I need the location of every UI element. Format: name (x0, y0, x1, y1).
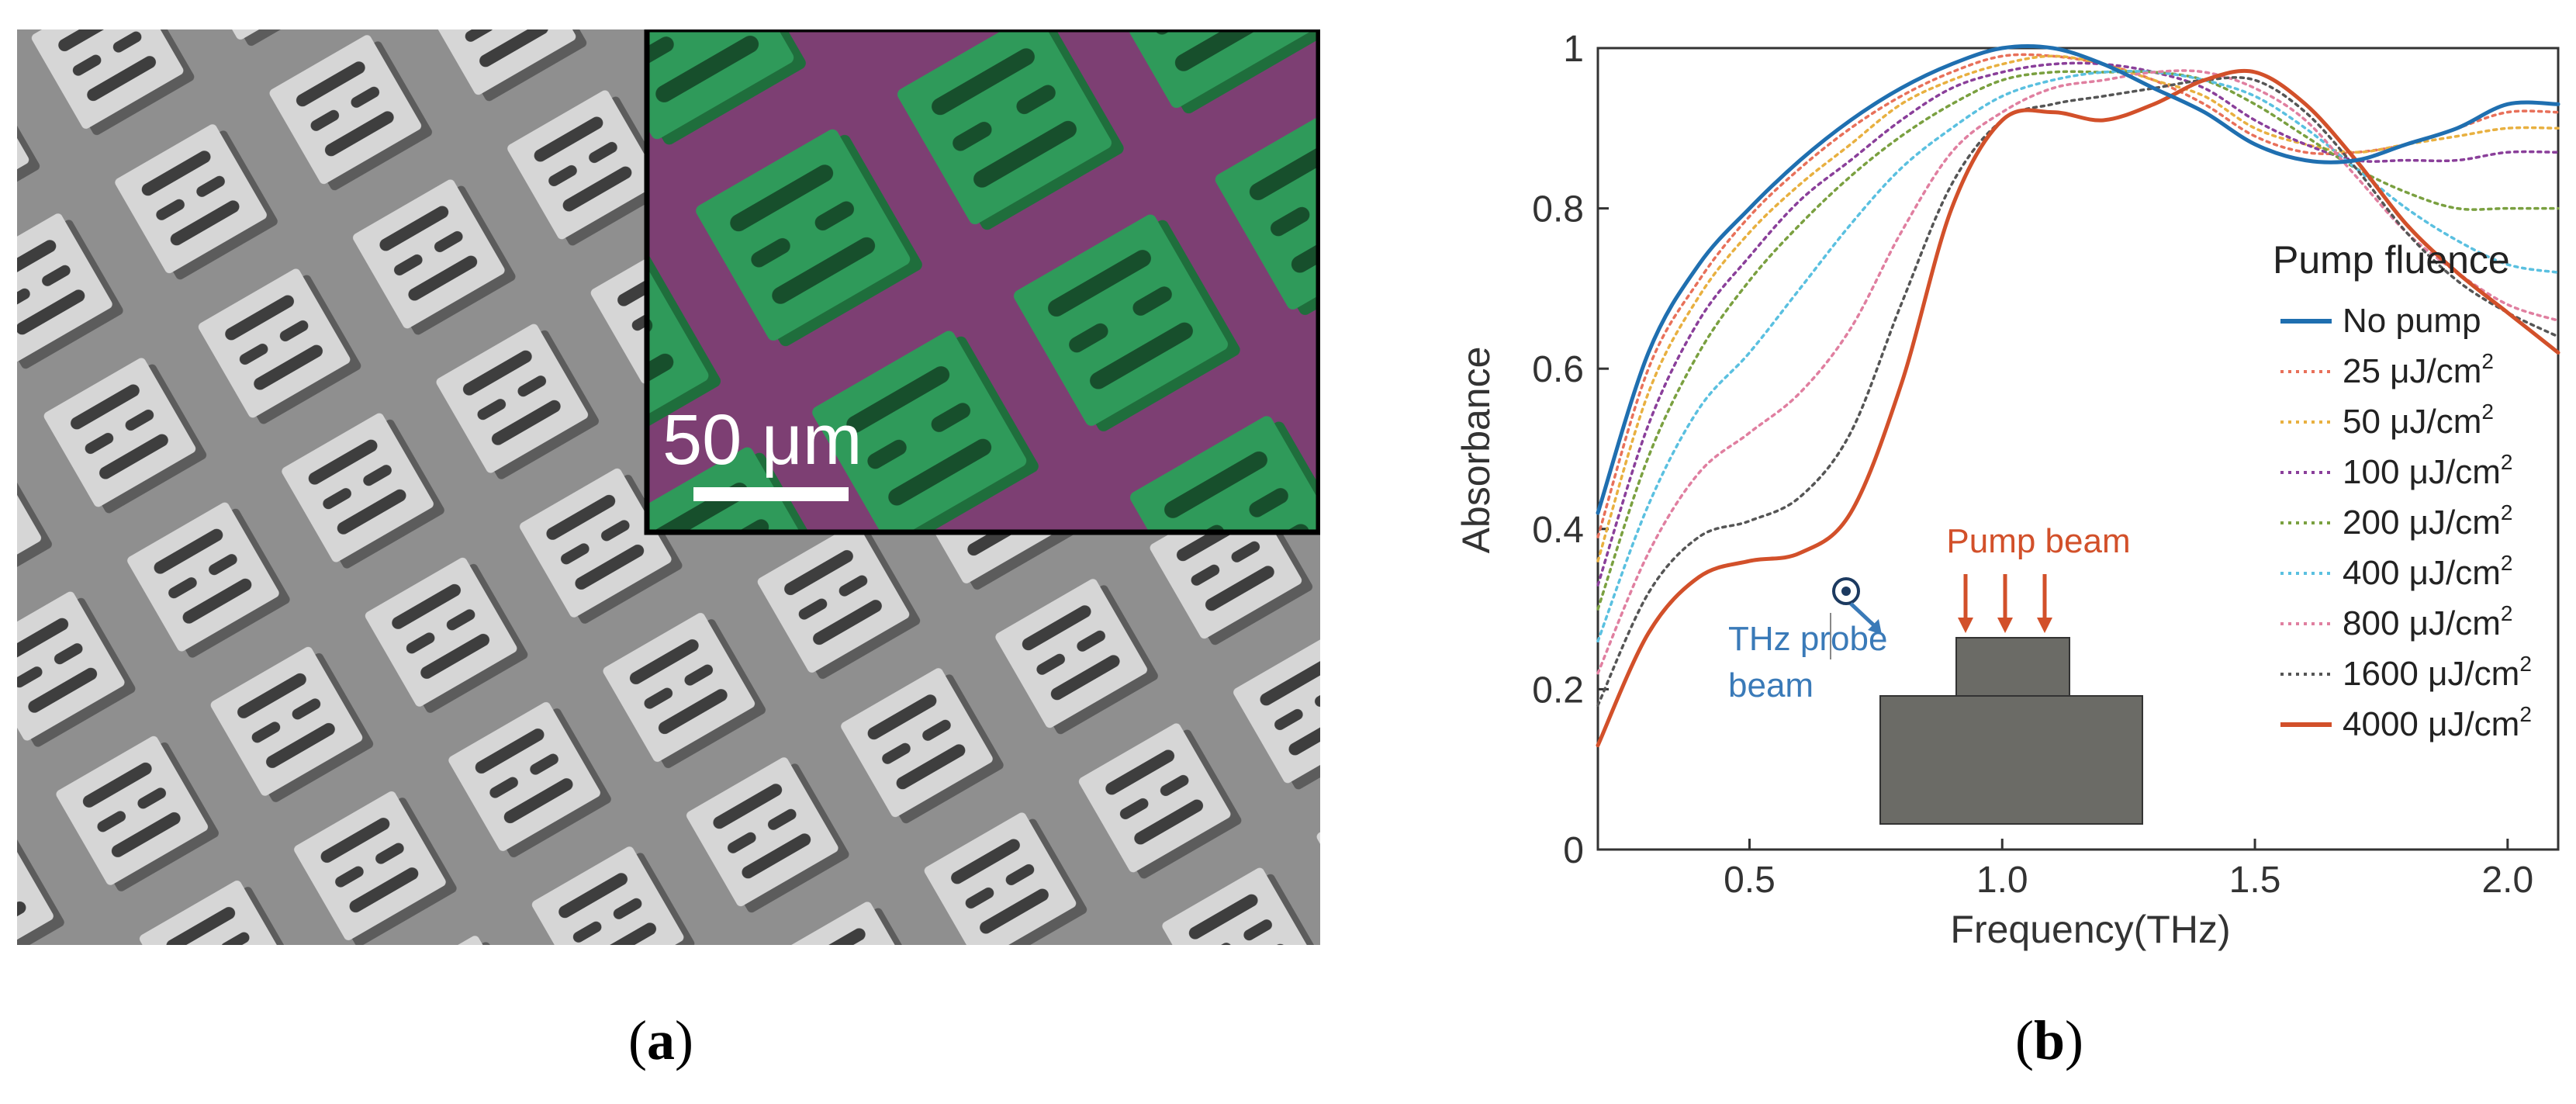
legend: Pump fluence No pump 25 μJ/cm2 50 μJ/cm2 100… (2273, 238, 2532, 743)
series-line-50 (1596, 54, 2560, 562)
legend-entry: 4000 μJ/cm2 (2343, 702, 2532, 743)
pump-probe-schematic: Pump beam THz probe beam (1728, 522, 2143, 825)
scale-bar-label: 50 μm (662, 400, 863, 479)
y-tick-label: 0.2 (1532, 670, 1584, 711)
series-line-800 (1596, 69, 2560, 675)
series-line-1600 (1596, 76, 2560, 707)
x-axis-label: Frequency(THz) (1950, 908, 2230, 951)
legend-entry: 100 μJ/cm2 (2343, 450, 2512, 491)
legend-entry: 50 μJ/cm2 (2343, 400, 2494, 441)
substrate-block (1879, 695, 2143, 825)
series-line-4000 (1596, 68, 2560, 748)
x-tick-label: 1.0 (1976, 860, 2028, 901)
inset-image: 50 μm (644, 29, 1320, 535)
pump-arrow-head (2037, 618, 2052, 633)
scale-bar (693, 487, 849, 501)
probe-source-dot (1841, 587, 1851, 596)
y-tick-label: 0 (1563, 830, 1584, 871)
pump-arrow-head (1997, 618, 2013, 633)
thz-probe-label-line2: beam (1728, 666, 1814, 704)
legend-entry: No pump (2343, 302, 2481, 340)
resonator-block (1955, 637, 2070, 697)
legend-entry: 1600 μJ/cm2 (2343, 652, 2532, 693)
axes (1596, 47, 2560, 851)
y-tick-label: 1 (1563, 29, 1584, 70)
series-line-no (1596, 43, 2560, 515)
legend-entry: 400 μJ/cm2 (2343, 551, 2512, 592)
legend-entry: 25 μJ/cm2 (2343, 349, 2494, 390)
sem-micrograph: 50 μm (17, 29, 1320, 945)
y-tick-label: 0.8 (1532, 189, 1584, 230)
chart-svg: 0.5 1.0 1.5 2.0 0 0.2 0.4 0.6 0.8 1 Pump beam THz … (1454, 29, 2560, 951)
caption-a: (a) (628, 1009, 693, 1071)
probe-arrow-shaft (1849, 602, 1877, 628)
pump-arrow-head (1958, 618, 1973, 633)
y-tick-label: 0.6 (1532, 349, 1584, 390)
thz-probe-label-line1: THz probe (1728, 620, 1887, 658)
series-line-400 (1596, 69, 2560, 643)
tick-labels: 0.5 1.0 1.5 2.0 0 0.2 0.4 0.6 0.8 1 (1532, 29, 2533, 901)
legend-entry: 200 μJ/cm2 (2343, 500, 2512, 542)
pump-beam-label: Pump beam (1946, 522, 2130, 560)
plot-frame (1596, 47, 2560, 851)
x-tick-label: 0.5 (1724, 860, 1776, 901)
series-lines (1596, 43, 2560, 748)
x-tick-label: 1.5 (2229, 860, 2281, 901)
legend-title: Pump fluence (2273, 238, 2510, 282)
probe-arrow-head (1868, 619, 1882, 635)
x-tick-label: 2.0 (2481, 860, 2533, 901)
sem-image: 50 μm (17, 29, 1320, 945)
legend-entry: 800 μJ/cm2 (2343, 601, 2512, 642)
series-line-100 (1596, 61, 2560, 587)
y-tick-label: 0.4 (1532, 510, 1584, 551)
y-axis-label: Absorbance (1454, 347, 1498, 554)
caption-b: (b) (2015, 1009, 2084, 1071)
series-line-200 (1596, 70, 2560, 611)
probe-source-icon (1832, 577, 1860, 605)
absorbance-chart: 0.5 1.0 1.5 2.0 0 0.2 0.4 0.6 0.8 1 Pump beam THz … (1427, 0, 2576, 970)
